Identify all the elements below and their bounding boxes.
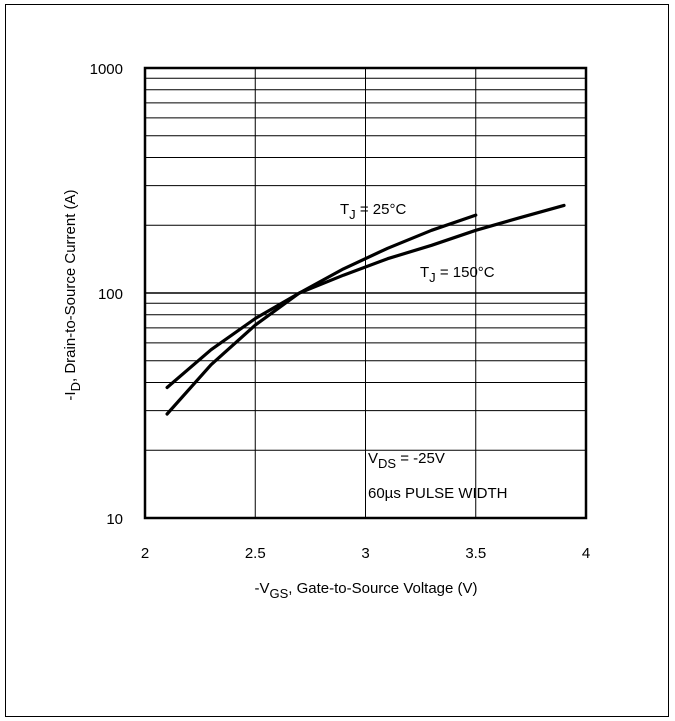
x-tick-label: 3 <box>361 545 369 562</box>
y-tick-label: 10 <box>106 511 123 528</box>
y-tick-label: 100 <box>98 286 123 303</box>
x-tick-label: 2.5 <box>245 545 266 562</box>
series-label-tj-150: TJ = 150°C <box>420 264 495 285</box>
x-tick-label: 3.5 <box>465 545 486 562</box>
tick-labels: 2 2.5 3 3.5 4 10 100 1000 <box>90 61 591 562</box>
annotation-vds: VDS = -25V <box>368 450 445 471</box>
series-line-0 <box>165 213 478 416</box>
x-tick-label: 2 <box>141 545 149 562</box>
plot-area-border <box>143 66 588 520</box>
series-lines <box>165 203 566 416</box>
series-label-tj-25: TJ = 25°C <box>340 201 406 222</box>
x-axis-label: -VGS, Gate-to-Source Voltage (V) <box>254 580 477 601</box>
series-line-1 <box>165 203 566 390</box>
y-tick-label: 1000 <box>90 61 123 78</box>
y-axis-label: -ID, Drain-to-Source Current (A) <box>62 189 83 400</box>
grid <box>145 68 586 518</box>
x-tick-label: 4 <box>582 545 590 562</box>
annotation-pulse: 60µs PULSE WIDTH <box>368 485 508 502</box>
figure-frame <box>5 4 669 717</box>
